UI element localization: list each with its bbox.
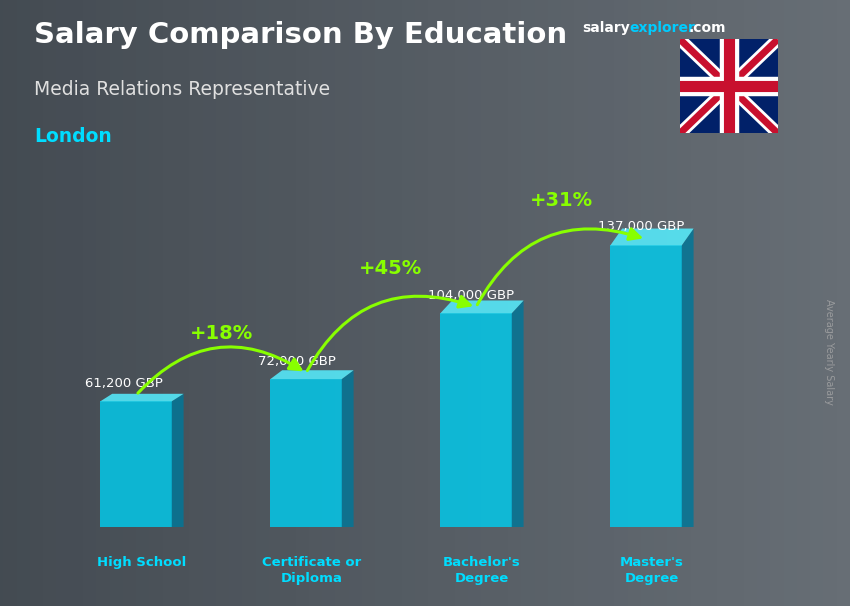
Polygon shape bbox=[512, 301, 524, 527]
Text: Average Yearly Salary: Average Yearly Salary bbox=[824, 299, 834, 404]
Polygon shape bbox=[342, 370, 354, 527]
Text: Media Relations Representative: Media Relations Representative bbox=[34, 80, 330, 99]
Polygon shape bbox=[270, 370, 354, 379]
Text: salary: salary bbox=[582, 21, 630, 35]
Polygon shape bbox=[440, 313, 512, 527]
Text: +31%: +31% bbox=[530, 191, 592, 210]
Polygon shape bbox=[172, 394, 184, 527]
Text: Certificate or
Diploma: Certificate or Diploma bbox=[263, 556, 361, 585]
Polygon shape bbox=[682, 228, 694, 527]
Text: Salary Comparison By Education: Salary Comparison By Education bbox=[34, 21, 567, 49]
Text: Master's
Degree: Master's Degree bbox=[620, 556, 684, 585]
Text: +18%: +18% bbox=[190, 324, 252, 344]
Text: High School: High School bbox=[97, 556, 186, 569]
Text: Bachelor's
Degree: Bachelor's Degree bbox=[443, 556, 521, 585]
Text: .com: .com bbox=[688, 21, 726, 35]
Polygon shape bbox=[100, 401, 172, 527]
Text: +45%: +45% bbox=[360, 259, 422, 278]
Text: 61,200 GBP: 61,200 GBP bbox=[85, 377, 163, 390]
Text: 72,000 GBP: 72,000 GBP bbox=[258, 355, 337, 368]
Polygon shape bbox=[100, 394, 184, 401]
Text: 137,000 GBP: 137,000 GBP bbox=[598, 220, 685, 233]
Polygon shape bbox=[270, 379, 342, 527]
Polygon shape bbox=[610, 245, 682, 527]
Text: explorer: explorer bbox=[629, 21, 694, 35]
Polygon shape bbox=[440, 301, 524, 313]
Text: London: London bbox=[34, 127, 111, 146]
Text: 104,000 GBP: 104,000 GBP bbox=[428, 289, 514, 302]
Polygon shape bbox=[610, 228, 694, 245]
